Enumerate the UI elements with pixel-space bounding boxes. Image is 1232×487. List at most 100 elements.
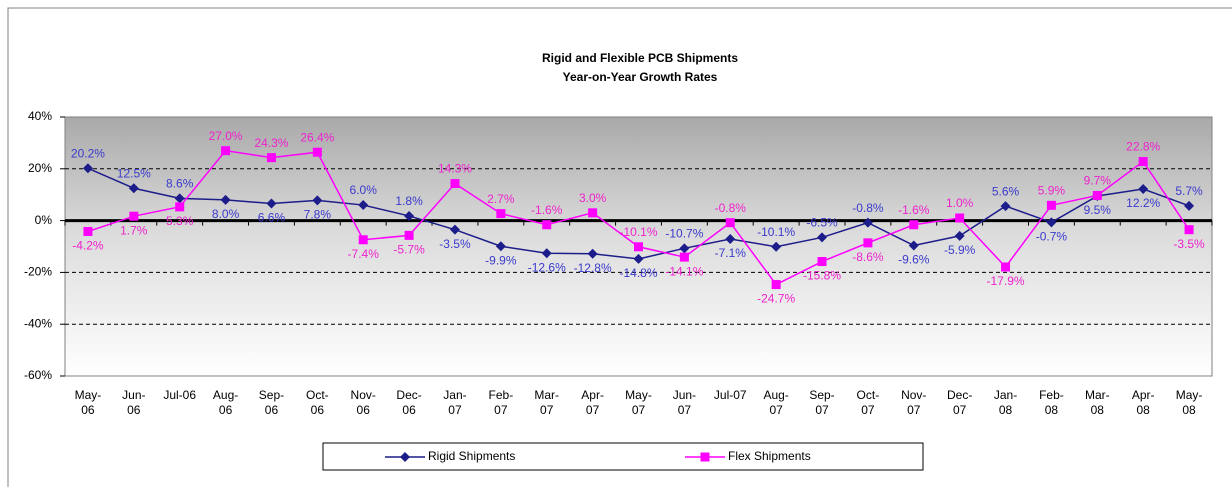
point — [266, 153, 276, 163]
data-label: 2.7% — [487, 192, 515, 206]
data-label: -24.7% — [757, 292, 795, 306]
point — [771, 241, 782, 252]
data-label: 5.6% — [992, 184, 1020, 198]
point — [633, 253, 644, 264]
data-label: 6.0% — [350, 183, 378, 197]
data-label: -1.6% — [898, 203, 930, 217]
point — [358, 200, 369, 211]
data-label: 22.8% — [1126, 140, 1160, 154]
data-label: -17.9% — [987, 274, 1025, 288]
point — [129, 211, 139, 221]
point — [817, 232, 828, 243]
data-label: 8.6% — [166, 176, 194, 190]
point — [1184, 225, 1194, 235]
point — [587, 248, 598, 259]
point — [771, 280, 781, 290]
data-label: 6.6% — [258, 211, 286, 225]
x-tick-label: Aug-06 — [212, 388, 239, 417]
x-tick-label: Jun-06 — [122, 388, 146, 417]
point — [1000, 201, 1011, 212]
point — [679, 243, 690, 254]
data-label: -4.2% — [72, 239, 104, 253]
data-label: -10.7% — [665, 226, 703, 240]
data-label: 12.2% — [1126, 196, 1160, 210]
chart-title: Rigid and Flexible PCB Shipments — [542, 51, 738, 65]
point — [954, 230, 965, 241]
x-tick-label: Apr-07 — [581, 388, 604, 417]
x-tick-label: Nov-07 — [901, 388, 927, 417]
point — [128, 183, 139, 194]
point — [312, 195, 323, 206]
data-label: 9.7% — [1084, 174, 1112, 188]
point — [400, 452, 410, 462]
x-tick-label: Jan-08 — [993, 388, 1018, 417]
x-tick-label: Mar-07 — [534, 388, 560, 417]
y-tick-label: -20% — [24, 265, 52, 279]
x-tick-label: Feb-07 — [488, 388, 514, 417]
x-tick-label: May-07 — [625, 388, 652, 417]
y-tick-label: 0% — [35, 213, 53, 227]
point — [1092, 190, 1102, 200]
legend-label: Flex Shipments — [728, 449, 811, 463]
data-label: -0.8% — [715, 201, 747, 215]
x-tick-label: Jan-07 — [443, 388, 467, 417]
point — [679, 252, 689, 262]
point — [404, 230, 414, 240]
y-tick-label: 40% — [28, 109, 52, 123]
x-tick-label: Feb-08 — [1039, 388, 1064, 417]
data-label: -5.7% — [393, 243, 425, 257]
y-tick-label: -40% — [24, 316, 52, 330]
point — [495, 241, 506, 252]
data-label: 14.3% — [438, 162, 472, 176]
point — [863, 238, 873, 248]
point — [955, 213, 965, 223]
data-label: 9.5% — [1084, 203, 1112, 217]
data-label: -14.8% — [619, 266, 657, 280]
data-label: -3.5% — [439, 237, 471, 251]
point — [1184, 200, 1195, 211]
point — [221, 146, 231, 156]
data-label: -10.1% — [757, 225, 795, 239]
data-label: 27.0% — [209, 129, 243, 143]
data-label: 1.8% — [395, 194, 423, 208]
data-label: -8.6% — [852, 250, 884, 264]
point — [1046, 200, 1056, 210]
y-tick-label: -60% — [24, 368, 52, 382]
data-label: -14.1% — [665, 264, 703, 278]
x-tick-label: May-06 — [74, 388, 102, 417]
data-label: 5.7% — [1175, 184, 1203, 198]
data-label: 7.8% — [304, 208, 332, 222]
point — [634, 242, 643, 252]
x-tick-label: Aug-07 — [763, 388, 789, 417]
data-label: 1.0% — [946, 196, 974, 210]
data-label: -7.1% — [715, 246, 747, 260]
data-label: -0.7% — [1036, 230, 1068, 244]
point — [725, 233, 736, 244]
point — [817, 257, 827, 267]
point — [404, 210, 415, 221]
data-label: 12.5% — [117, 166, 151, 180]
point — [909, 220, 919, 230]
x-tick-label: Jul-07 — [713, 388, 747, 402]
data-label: 3.0% — [579, 191, 607, 205]
point — [1138, 157, 1148, 167]
x-tick-label: Sep-07 — [809, 388, 835, 417]
x-tick-label: Jul-06 — [163, 388, 197, 402]
data-label: -9.9% — [485, 253, 517, 267]
point — [450, 179, 460, 189]
point — [908, 240, 919, 251]
data-label: -7.4% — [348, 247, 380, 261]
point — [542, 220, 552, 230]
point — [174, 193, 185, 204]
chart-subtitle: Year-on-Year Growth Rates — [563, 70, 718, 84]
point — [449, 224, 460, 235]
point — [175, 202, 185, 212]
chart-frame — [7, 7, 1232, 487]
x-tick-label: Jun-07 — [672, 388, 697, 417]
data-label: -5.9% — [944, 243, 976, 257]
data-label: -12.8% — [574, 261, 612, 275]
point — [588, 208, 598, 218]
point — [82, 163, 93, 174]
